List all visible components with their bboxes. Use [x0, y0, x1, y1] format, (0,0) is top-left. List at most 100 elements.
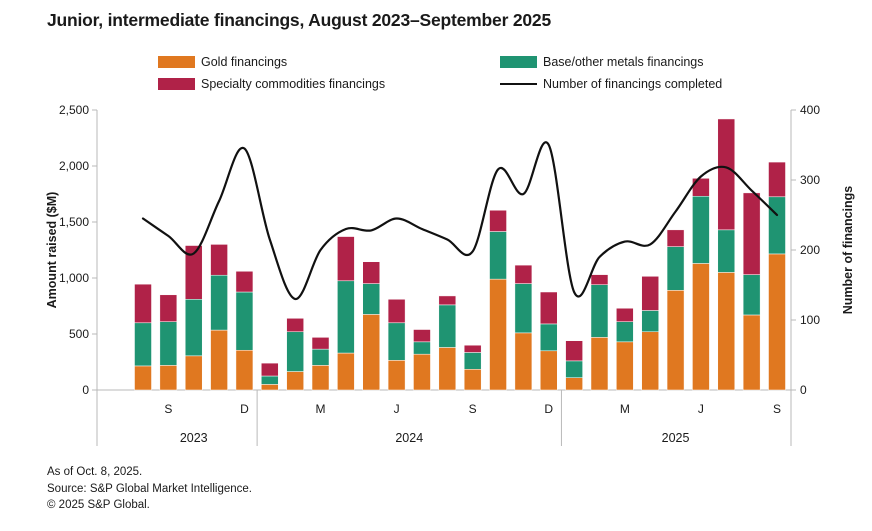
bar-segment [742, 274, 761, 316]
right-axis-tick-label: 400 [800, 103, 820, 117]
bar-segment [261, 375, 279, 385]
month-tick-label: J [394, 402, 400, 416]
legend-label: Base/other metals financings [543, 55, 704, 69]
right-axis-tick-label: 300 [800, 173, 820, 187]
bar-segment [768, 196, 786, 255]
bar-segment [514, 332, 533, 391]
bar-segment [616, 307, 634, 322]
bar-segment [311, 348, 330, 366]
bar-segment [463, 369, 482, 391]
legend-label: Specialty commodities financings [201, 77, 386, 91]
bar-segment [286, 318, 304, 333]
bar-segment [489, 231, 507, 280]
month-tick-label: J [698, 402, 704, 416]
month-tick-label: D [544, 402, 553, 416]
left-axis-tick-label: 0 [82, 383, 89, 397]
month-tick-label: S [773, 402, 781, 416]
bar-segment [438, 347, 457, 391]
bar-segment [387, 322, 406, 361]
chart-title: Junior, intermediate financings, August … [47, 10, 551, 30]
bar-segment [742, 192, 761, 275]
month-tick-label: S [164, 402, 172, 416]
bar-segment [590, 284, 609, 338]
bar-segment [413, 353, 431, 391]
bar-segment [489, 209, 507, 232]
gold-swatch-icon [158, 56, 195, 68]
bar-segment [337, 236, 355, 282]
bar-segment [311, 365, 330, 391]
bar-segment [261, 384, 279, 391]
bar-segment [235, 271, 254, 293]
left-axis-tick-label: 500 [69, 327, 89, 341]
bar-segment [210, 329, 228, 391]
left-axis-title: Amount raised ($M) [45, 192, 59, 309]
bar-segment [134, 322, 152, 367]
bar-segment [616, 321, 634, 343]
base-metals-swatch-icon [500, 56, 537, 68]
bar-segment [565, 340, 583, 362]
bar-segment [134, 283, 152, 324]
right-axis-tick-label: 100 [800, 313, 820, 327]
line-swatch-icon [500, 82, 537, 86]
bar-segment [489, 278, 507, 391]
bar-segment [362, 261, 380, 284]
bar-segment [387, 299, 406, 324]
left-axis-tick-label: 1,500 [59, 215, 89, 229]
bar-segment [540, 350, 558, 391]
bar-segment [463, 352, 482, 370]
legend-label: Number of financings completed [543, 77, 723, 91]
bar-segment [286, 331, 304, 372]
bar-segment [159, 365, 178, 391]
bar-segment [692, 263, 710, 391]
legend-item-base-metals: Base/other metals financings [500, 55, 722, 69]
bar-segment [514, 283, 533, 334]
bar-segment [666, 290, 685, 391]
bar-segment [540, 291, 558, 325]
right-axis-tick-label: 0 [800, 383, 807, 397]
left-axis-tick-label: 2,000 [59, 159, 89, 173]
bar-segment [337, 352, 355, 391]
source-line: Source: S&P Global Market Intelligence. [47, 482, 252, 495]
bar-segment [590, 274, 609, 285]
bar-segment [235, 291, 254, 351]
specialty-swatch-icon [158, 78, 195, 90]
bar-segment [286, 371, 304, 391]
bar-segment [616, 341, 634, 391]
year-label: 2025 [662, 431, 690, 445]
bar-segment [666, 229, 685, 247]
bar-segment [159, 321, 178, 366]
bar-segment [413, 341, 431, 355]
bar-segment [641, 310, 659, 333]
year-label: 2024 [395, 431, 423, 445]
bar-segment [540, 323, 558, 352]
bar-segment [184, 245, 203, 300]
bar-segment [565, 377, 583, 391]
bar-segment [134, 365, 152, 391]
right-axis-title: Number of financings [841, 186, 855, 315]
bar-segment [210, 274, 228, 331]
bar-segment [692, 178, 710, 197]
month-tick-label: M [620, 402, 630, 416]
bar-segment [362, 283, 380, 315]
bar-segment [311, 337, 330, 350]
month-tick-label: M [316, 402, 326, 416]
bar-segment [235, 349, 254, 391]
year-label: 2023 [180, 431, 208, 445]
bar-segment [463, 344, 482, 353]
legend-item-specialty: Specialty commodities financings [158, 77, 385, 91]
left-axis-tick-label: 1,000 [59, 271, 89, 285]
legend: Gold financings Specialty commodities fi… [0, 55, 872, 95]
bar-segment [692, 195, 710, 264]
bar-segment [768, 253, 786, 391]
bar-segment [717, 229, 736, 273]
bar-segment [666, 246, 685, 291]
bar-segment [413, 329, 431, 343]
legend-label: Gold financings [201, 55, 288, 69]
bar-segment [641, 276, 659, 311]
bar-segment [514, 264, 533, 284]
month-tick-label: S [469, 402, 477, 416]
bar-segment [768, 161, 786, 198]
copyright-line: © 2025 S&P Global. [47, 499, 150, 511]
bar-segment [438, 304, 457, 348]
